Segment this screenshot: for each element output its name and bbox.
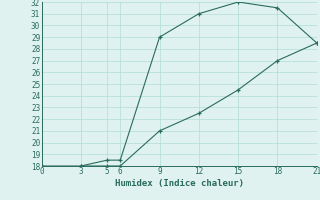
X-axis label: Humidex (Indice chaleur): Humidex (Indice chaleur) xyxy=(115,179,244,188)
